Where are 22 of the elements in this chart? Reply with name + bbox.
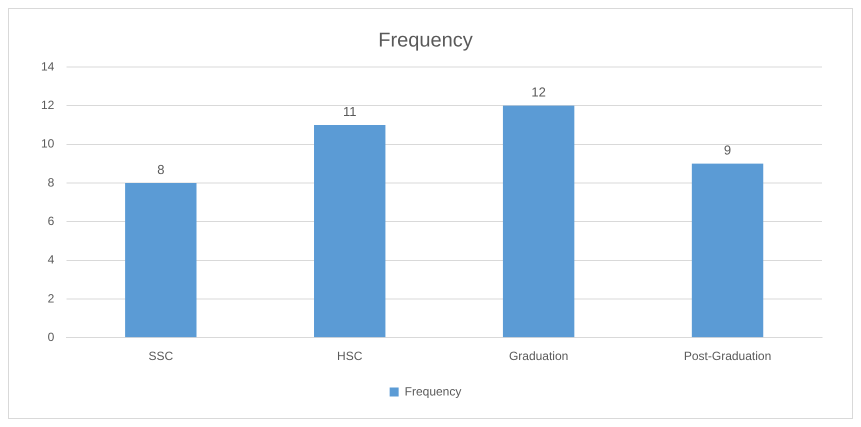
x-tick-label: SSC: [148, 349, 174, 364]
x-tick-label: Graduation: [508, 349, 568, 364]
y-tick-label: 10: [40, 136, 55, 151]
x-tick-label: Post-Graduation: [684, 349, 772, 364]
data-label: 9: [724, 142, 732, 158]
data-label: 11: [342, 104, 356, 120]
chart-title: Frequency: [378, 30, 473, 52]
data-label: 8: [157, 162, 164, 178]
legend-label: Frequency: [404, 384, 462, 398]
y-tick-label: 8: [48, 175, 55, 190]
bar: [692, 164, 764, 338]
bar: [314, 124, 386, 338]
bar: [502, 106, 574, 338]
y-tick-label: 6: [48, 214, 55, 228]
x-tick-label: HSC: [337, 349, 363, 364]
y-tick-label: 2: [48, 291, 55, 306]
y-tick-label: 0: [48, 330, 55, 344]
y-tick-label: 4: [48, 252, 55, 267]
bar: [125, 182, 197, 338]
data-label: 12: [531, 84, 546, 100]
y-tick-label: 14: [40, 59, 55, 74]
y-tick-label: 12: [40, 98, 55, 112]
